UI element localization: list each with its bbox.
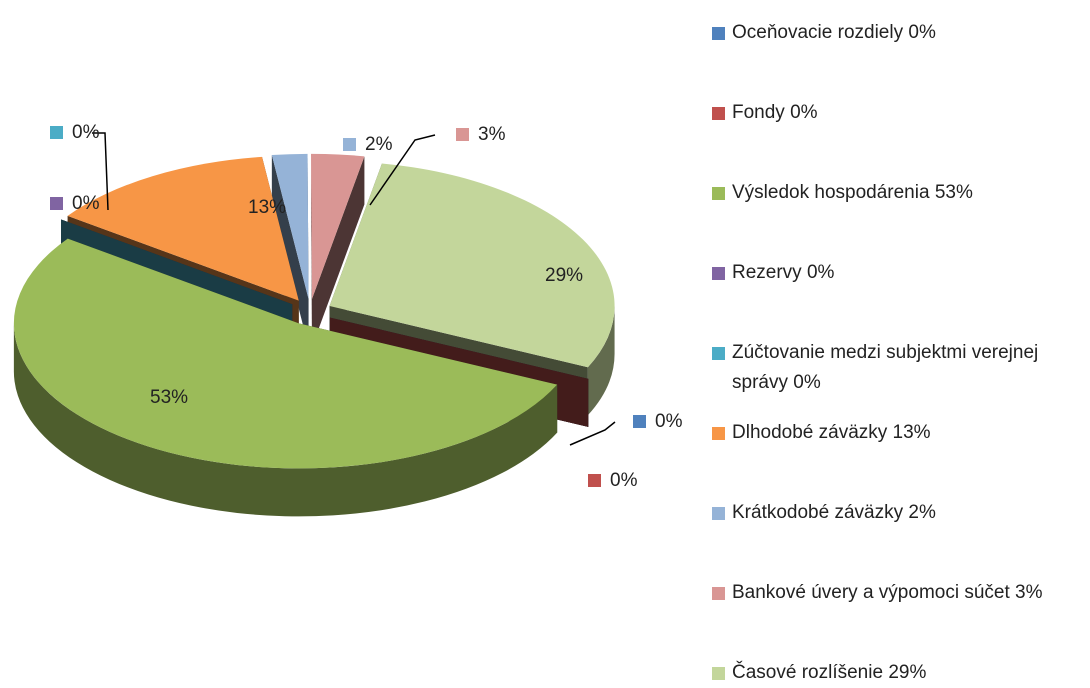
data-label: 53% bbox=[150, 387, 188, 408]
legend-label: Fondy bbox=[732, 102, 785, 123]
data-label: 0% bbox=[72, 193, 100, 214]
slice-top bbox=[271, 153, 309, 299]
legend-key bbox=[712, 427, 725, 440]
legend-value: 3% bbox=[1015, 582, 1043, 603]
data-label-key bbox=[50, 197, 63, 210]
data-label-key bbox=[633, 415, 646, 428]
leader-line bbox=[569, 421, 616, 446]
legend-label: Bankové úvery a výpomoci súčet bbox=[732, 582, 1010, 603]
slice bbox=[271, 153, 309, 347]
data-label-key bbox=[50, 126, 63, 139]
slice-wall bbox=[310, 153, 312, 347]
legend-key bbox=[712, 107, 725, 120]
legend-value: 13% bbox=[892, 422, 931, 443]
legend-value: 53% bbox=[934, 182, 973, 203]
legend-value: 2% bbox=[908, 502, 936, 523]
legend-entry: Dlhodobé záväzky 13% bbox=[712, 418, 1084, 448]
legend-entry: Rezervy 0% bbox=[712, 258, 1084, 288]
legend-label: Oceňovacie rozdiely bbox=[732, 22, 904, 43]
legend-label: Rezervy bbox=[732, 262, 802, 283]
legend-key bbox=[712, 267, 725, 280]
legend-entry: Fondy 0% bbox=[712, 98, 1084, 128]
data-label-key bbox=[128, 391, 141, 404]
slice bbox=[13, 238, 558, 517]
legend-entry: Oceňovacie rozdiely 0% bbox=[712, 18, 1084, 48]
data-label-key bbox=[456, 128, 469, 141]
slice-wall bbox=[271, 155, 309, 347]
slice-wall bbox=[311, 156, 365, 347]
legend-key bbox=[712, 27, 725, 40]
data-label-key bbox=[523, 269, 536, 282]
legend: Oceňovacie rozdiely 0% Fondy 0% Výsledok h… bbox=[712, 0, 1090, 683]
legend-entry: Zúčtovanie medzi subjektmi verejnej sprá… bbox=[712, 338, 1084, 398]
data-label: 29% bbox=[545, 265, 583, 286]
legend-label: Časové rozlíšenie bbox=[732, 662, 884, 683]
slice-top bbox=[67, 156, 299, 301]
legend-key bbox=[712, 507, 725, 520]
legend-label: Krátkodobé záväzky bbox=[732, 502, 904, 523]
legend-label: Dlhodobé záväzky bbox=[732, 422, 888, 443]
slice bbox=[310, 153, 365, 347]
data-label: 0% bbox=[72, 122, 100, 143]
leader-line bbox=[369, 134, 436, 206]
data-label: 13% bbox=[248, 197, 286, 218]
legend-value: 0% bbox=[793, 372, 821, 393]
legend-label: Zúčtovanie medzi subjektmi verejnej sprá… bbox=[732, 342, 1039, 393]
slice-side bbox=[13, 323, 558, 517]
legend-value: 0% bbox=[908, 22, 936, 43]
data-label: 0% bbox=[610, 470, 638, 491]
slice-top bbox=[310, 153, 365, 299]
leader-line bbox=[92, 132, 109, 211]
data-label: 0% bbox=[655, 411, 683, 432]
legend-entry: Časové rozlíšenie 29% bbox=[712, 658, 1084, 688]
data-label-key bbox=[226, 201, 239, 214]
legend-entry: Výsledok hospodárenia 53% bbox=[712, 178, 1084, 208]
legend-entry: Krátkodobé záväzky 2% bbox=[712, 498, 1084, 528]
data-label-key bbox=[343, 138, 356, 151]
legend-label: Výsledok hospodárenia bbox=[732, 182, 930, 203]
legend-value: 0% bbox=[806, 262, 835, 283]
slice-side bbox=[587, 305, 615, 416]
legend-key bbox=[712, 667, 725, 680]
legend-value: 29% bbox=[888, 662, 927, 683]
data-label: 2% bbox=[365, 134, 393, 155]
legend-entry: Bankové úvery a výpomoci súčet 3% bbox=[712, 578, 1084, 608]
data-label: 3% bbox=[478, 124, 506, 145]
data-label-key bbox=[588, 474, 601, 487]
slice-top bbox=[13, 238, 558, 469]
legend-key bbox=[712, 587, 725, 600]
legend-key bbox=[712, 347, 725, 360]
chart: 0% 0% 53% 0% 0% 13% 2% 3% 29% bbox=[13, 122, 683, 517]
legend-value: 0% bbox=[790, 102, 818, 123]
slice-top bbox=[329, 163, 615, 368]
legend-key bbox=[712, 187, 725, 200]
